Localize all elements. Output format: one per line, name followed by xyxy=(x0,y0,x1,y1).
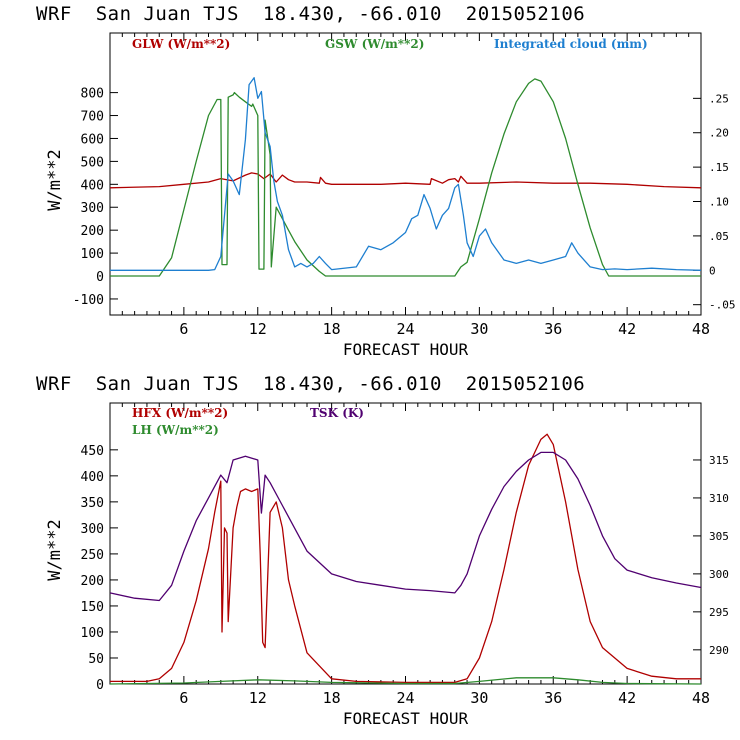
x-tick-label: 12 xyxy=(249,320,267,338)
y2-tick-label: 305 xyxy=(709,530,729,543)
legend-entry: TSK (K) xyxy=(310,406,364,420)
x-tick-label: 36 xyxy=(544,320,562,338)
y2-tick-label: 300 xyxy=(709,568,729,581)
y-tick-label: 200 xyxy=(81,574,104,589)
y2-tick-label: 290 xyxy=(709,644,729,657)
y-tick-label: 800 xyxy=(81,87,104,102)
x-tick-label: 36 xyxy=(544,689,562,707)
series-line-hfx xyxy=(110,433,701,684)
y-tick-label: 300 xyxy=(81,522,104,537)
plot-frame xyxy=(109,32,702,316)
series-line-integrated xyxy=(110,77,702,271)
legend-entry: LH (W/m**2) xyxy=(132,423,219,437)
series-line-gsw xyxy=(110,78,701,277)
y-tick-label: 0 xyxy=(96,270,104,285)
legend-entry: Integrated cloud (mm) xyxy=(494,37,648,51)
legend-entry: HFX (W/m**2) xyxy=(132,406,228,420)
series-line-lh xyxy=(109,677,702,685)
y-tick-label: 50 xyxy=(88,652,104,667)
x-tick-label: 24 xyxy=(396,320,414,338)
y2-tick-label: 315 xyxy=(709,454,729,467)
upper-panel: WRF San Juan TJS 18.430, -66.010 2015052… xyxy=(36,3,736,359)
y-tick-label: 350 xyxy=(81,496,104,511)
legend-entry: GLW (W/m**2) xyxy=(132,37,230,51)
y-tick-label: 150 xyxy=(81,600,104,615)
x-tick-label: 18 xyxy=(323,689,341,707)
y2-tick-label: 0 xyxy=(709,264,716,277)
plot-frame xyxy=(109,402,702,685)
y-tick-label: -100 xyxy=(73,293,104,308)
x-axis-label: FORECAST HOUR xyxy=(343,709,469,728)
y-tick-label: 300 xyxy=(81,201,104,216)
y-tick-label: 100 xyxy=(81,626,104,641)
x-tick-label: 42 xyxy=(618,320,636,338)
x-tick-label: 12 xyxy=(249,689,267,707)
y2-tick-label: .10 xyxy=(709,196,729,209)
x-tick-label: 6 xyxy=(179,689,188,707)
y2-tick-label: 295 xyxy=(709,606,729,619)
x-tick-label: 42 xyxy=(618,689,636,707)
y-tick-label: 250 xyxy=(81,548,104,563)
upper-chart: 6 12 18 24 30 36 42 48 FORECAST HOUR -100 0 100 200 3… xyxy=(73,32,736,359)
lower-panel-title: WRF San Juan TJS 18.430, -66.010 2015052… xyxy=(36,373,586,395)
series-line-glw xyxy=(109,172,702,189)
y2-tick-label: .05 xyxy=(709,230,729,243)
y2-tick-label: .25 xyxy=(709,92,729,105)
x-axis-label: FORECAST HOUR xyxy=(343,340,469,359)
y-tick-label: 100 xyxy=(81,247,104,262)
y-tick-label: 500 xyxy=(81,155,104,170)
lower-panel: WRF San Juan TJS 18.430, -66.010 2015052… xyxy=(0,370,740,740)
y-tick-label: 700 xyxy=(81,110,104,125)
x-tick-label: 48 xyxy=(692,320,710,338)
y-tick-label: 450 xyxy=(81,444,104,459)
y-tick-label: 600 xyxy=(81,132,104,147)
x-tick-label: 30 xyxy=(470,689,488,707)
series-line-tsk xyxy=(109,451,702,602)
y-tick-label: 400 xyxy=(81,470,104,485)
x-tick-label: 30 xyxy=(470,320,488,338)
y2-tick-label: 310 xyxy=(709,492,729,505)
y-tick-label: 400 xyxy=(81,178,104,193)
y2-tick-label: -.05 xyxy=(709,299,736,312)
y-tick-label: 0 xyxy=(96,678,104,693)
x-tick-label: 6 xyxy=(179,320,188,338)
x-tick-label: 18 xyxy=(323,320,341,338)
upper-panel-title: WRF San Juan TJS 18.430, -66.010 2015052… xyxy=(36,3,586,25)
lower-chart: 6 12 18 24 30 36 42 48 FORECAST HOUR 0 50 100 150 200… xyxy=(81,402,729,728)
y2-tick-label: .15 xyxy=(709,161,729,174)
x-tick-label: 48 xyxy=(692,689,710,707)
y-tick-label: 200 xyxy=(81,224,104,239)
y2-tick-label: .20 xyxy=(709,127,729,140)
legend-entry: GSW (W/m**2) xyxy=(325,37,424,51)
x-tick-label: 24 xyxy=(396,689,414,707)
